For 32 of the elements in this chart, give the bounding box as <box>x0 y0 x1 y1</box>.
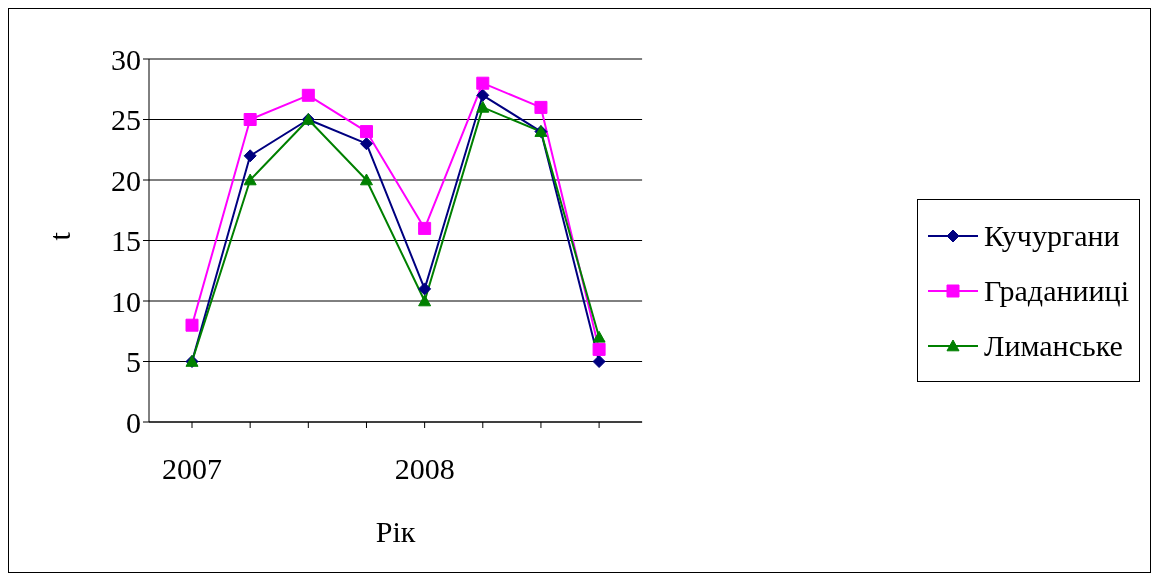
point <box>243 173 257 186</box>
y-tick-label: 30 <box>111 42 141 76</box>
y-tick-label: 15 <box>111 224 141 258</box>
point <box>476 88 490 102</box>
point <box>476 100 490 113</box>
point <box>418 282 432 296</box>
point <box>243 149 257 163</box>
point <box>592 330 606 343</box>
y-tick-label: 0 <box>126 405 141 439</box>
legend-label: Граданииці <box>984 273 1129 308</box>
point <box>592 342 606 356</box>
x-tick-label: 2007 <box>162 452 222 486</box>
point <box>418 221 432 235</box>
y-tick-label: 25 <box>111 103 141 137</box>
point <box>418 294 432 307</box>
point <box>476 76 490 90</box>
point <box>592 355 606 368</box>
y-tick-label: 20 <box>111 163 141 197</box>
point <box>359 137 373 151</box>
x-tick-label: 2008 <box>394 452 455 486</box>
y-tick-label: 10 <box>111 284 141 318</box>
legend-label: Кучургани <box>984 218 1120 253</box>
point <box>359 173 373 186</box>
y-tick-label: 5 <box>126 345 141 379</box>
point <box>185 318 199 332</box>
point <box>359 125 373 139</box>
legend-label: Лиманське <box>984 328 1123 363</box>
point <box>301 88 315 102</box>
y-axis-title: t <box>42 231 76 241</box>
x-axis-title: Рік <box>375 515 416 548</box>
point <box>243 113 257 126</box>
point <box>534 100 548 114</box>
